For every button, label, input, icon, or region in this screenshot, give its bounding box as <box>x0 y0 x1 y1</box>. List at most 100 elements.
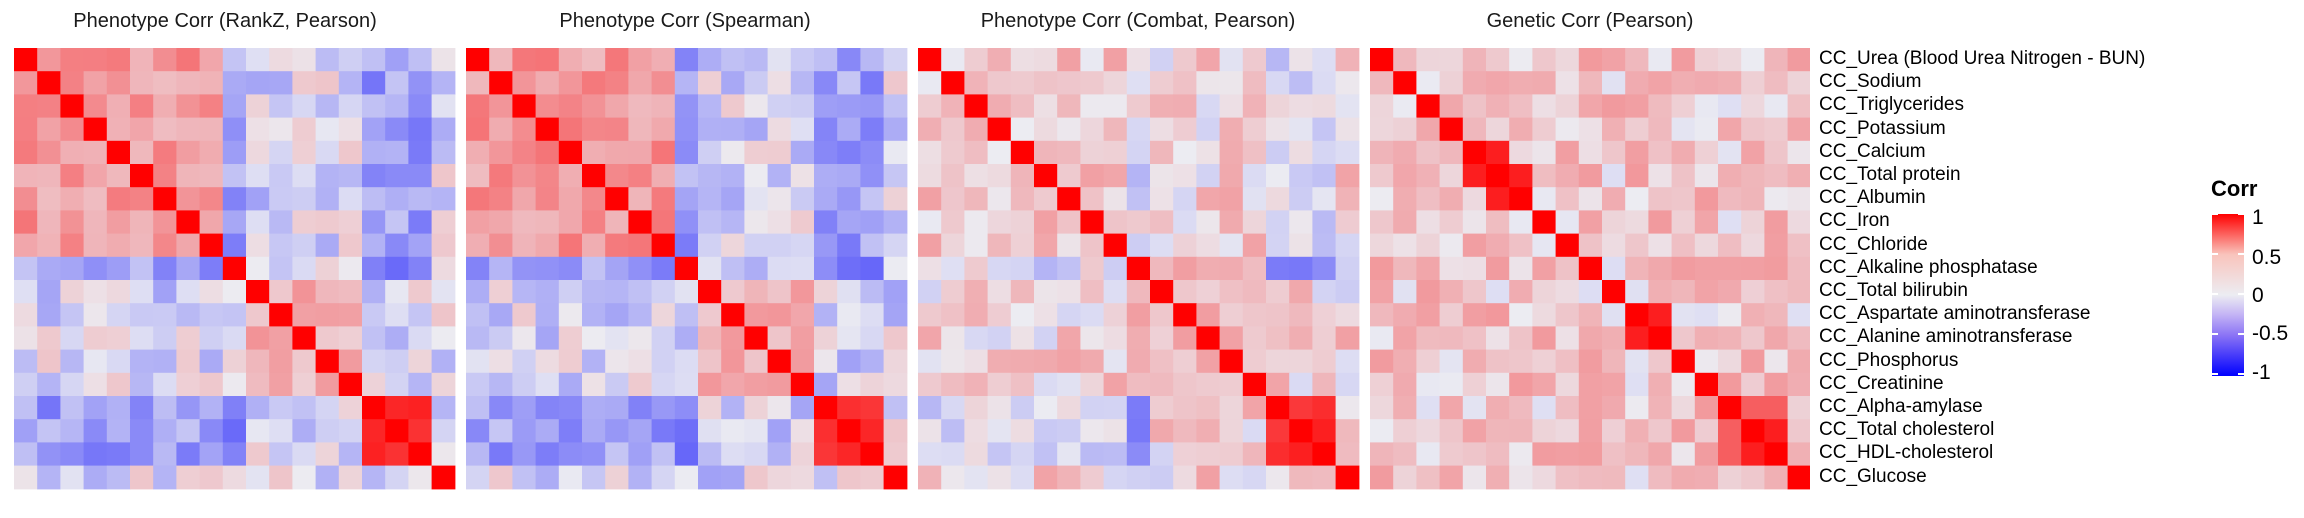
heatmap-cell <box>466 396 490 420</box>
heatmap-cell <box>130 94 154 119</box>
heatmap-cell <box>1578 117 1603 142</box>
heatmap-cell <box>1335 233 1360 258</box>
heatmap-cell <box>130 349 154 374</box>
heatmap-cell <box>535 326 560 351</box>
heatmap-cell <box>1126 303 1151 327</box>
heatmap-cell <box>1126 465 1151 490</box>
heatmap-cell <box>837 187 861 211</box>
heatmap-cell <box>790 117 815 142</box>
heatmap-cell <box>14 210 38 235</box>
heatmap-cell <box>1486 164 1510 188</box>
heatmap-cell <box>512 280 537 304</box>
heatmap-cell <box>106 419 131 443</box>
heatmap-cell <box>941 256 965 281</box>
heatmap-cell <box>1741 117 1765 142</box>
heatmap-cell <box>605 303 629 327</box>
heatmap-cell <box>338 396 363 420</box>
heatmap-cell <box>1602 396 1626 420</box>
heatmap-cell <box>558 372 583 397</box>
heatmap-cell <box>883 94 908 119</box>
heatmap-cell <box>535 94 560 119</box>
heatmap-cell <box>1532 396 1557 420</box>
heatmap-cell <box>106 280 131 304</box>
heatmap-cell <box>837 71 861 95</box>
heatmap-cell <box>1370 187 1394 211</box>
heatmap-cell <box>1242 71 1267 95</box>
heatmap-cell <box>408 303 433 327</box>
heatmap-cell <box>1010 442 1035 467</box>
heatmap-cell <box>1764 280 1789 304</box>
heatmap-cell <box>558 349 583 374</box>
heatmap-cell <box>14 48 38 72</box>
heatmap-cell <box>1057 164 1081 188</box>
heatmap-cell <box>1080 233 1105 258</box>
heatmap-cell <box>1393 419 1417 443</box>
heatmap-cell <box>1694 117 1719 142</box>
heatmap-cell <box>1486 326 1510 351</box>
heatmap-cell <box>582 233 606 258</box>
heatmap-cell <box>1196 256 1221 281</box>
heatmap-cell <box>1694 210 1719 235</box>
heatmap-cell <box>941 233 965 258</box>
heatmap-cell <box>512 187 537 211</box>
heatmap-cell <box>269 396 293 420</box>
heatmap-cell <box>14 419 38 443</box>
heatmap-cell <box>153 210 177 235</box>
heatmap-cell <box>628 71 653 95</box>
heatmap-cell <box>1555 48 1580 72</box>
heatmap-cell <box>1057 233 1081 258</box>
panel-title-rankz: Phenotype Corr (RankZ, Pearson) <box>73 10 377 32</box>
heatmap-cell <box>269 71 293 95</box>
heatmap-cell <box>582 48 606 72</box>
heatmap-cell <box>1289 256 1313 281</box>
heatmap-cell <box>1787 419 1810 443</box>
heatmap-cell <box>1625 256 1649 281</box>
heatmap-cell <box>199 71 224 95</box>
heatmap-cell <box>1126 48 1151 72</box>
heatmap-cell <box>269 465 293 490</box>
heatmap-cell <box>269 233 293 258</box>
heatmap-cell <box>431 117 456 142</box>
heatmap-cell <box>860 396 885 420</box>
heatmap-cell <box>431 419 456 443</box>
heatmap-cell <box>535 164 560 188</box>
heatmap-cell <box>292 140 317 165</box>
heatmap-cell <box>37 465 61 490</box>
heatmap-cell <box>1103 442 1128 467</box>
heatmap-cell <box>1741 233 1765 258</box>
heatmap-cell <box>222 419 247 443</box>
heatmap-cell <box>246 71 270 95</box>
heatmap-cell <box>987 465 1012 490</box>
heatmap-cell <box>987 419 1012 443</box>
heatmap-cell <box>292 210 317 235</box>
heatmap-cell <box>512 326 537 351</box>
heatmap-cell <box>790 94 815 119</box>
heatmap-cell <box>385 326 409 351</box>
heatmap-cell <box>1718 442 1742 467</box>
heatmap-cell <box>1532 117 1557 142</box>
row-label: CC_Triglycerides <box>1819 94 1964 116</box>
heatmap-cell <box>1173 442 1197 467</box>
heatmap-cell <box>130 71 154 95</box>
heatmap-cell <box>1312 303 1337 327</box>
heatmap-cell <box>1242 256 1267 281</box>
heatmap-cell <box>1787 164 1810 188</box>
heatmap-cell <box>1196 48 1221 72</box>
heatmap-cell <box>60 349 85 374</box>
heatmap-cell <box>466 187 490 211</box>
heatmap-cell <box>698 94 722 119</box>
heatmap-cell <box>918 233 942 258</box>
heatmap-cell <box>1648 442 1673 467</box>
heatmap-cell <box>860 280 885 304</box>
heatmap-cell <box>362 71 386 95</box>
row-label: CC_Creatinine <box>1819 372 1944 394</box>
heatmap-cell <box>535 187 560 211</box>
heatmap-cell <box>860 71 885 95</box>
heatmap-cell <box>883 465 908 490</box>
heatmap-cell <box>1764 117 1789 142</box>
heatmap-cell <box>941 419 965 443</box>
heatmap-cell <box>1057 187 1081 211</box>
heatmap-cell <box>60 419 85 443</box>
heatmap-cell <box>431 396 456 420</box>
heatmap-cell <box>721 349 745 374</box>
